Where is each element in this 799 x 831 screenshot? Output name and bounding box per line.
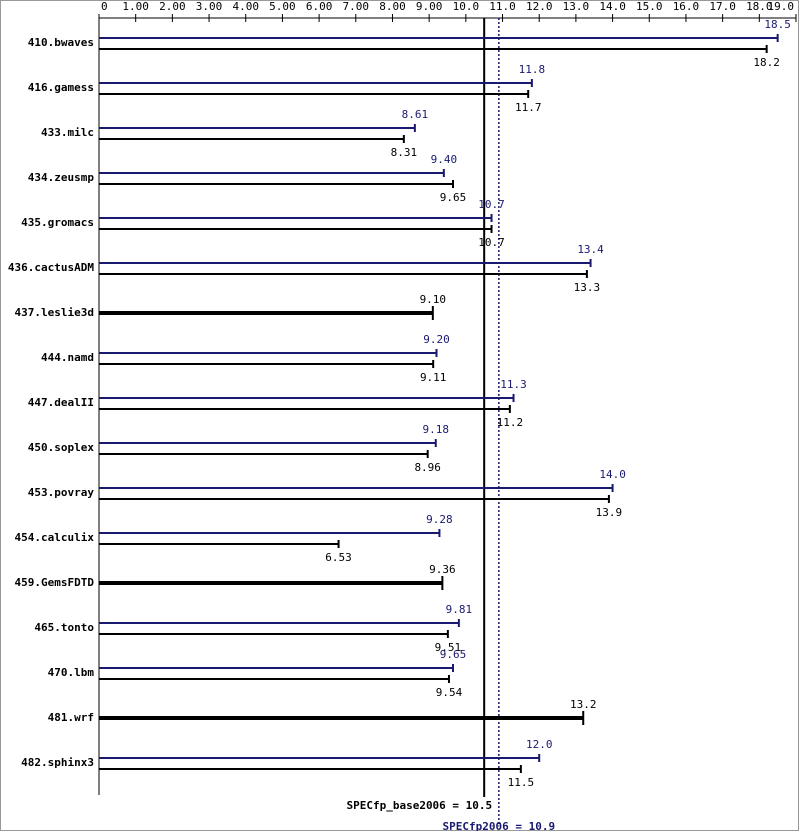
value-label: 9.54 [436,686,463,699]
value-label: 11.5 [508,776,535,789]
value-label: 9.20 [423,333,450,346]
value-label: 12.0 [526,738,553,751]
x-tick-label: 2.00 [159,0,186,13]
x-tick-label: 5.00 [269,0,296,13]
value-label: 10.7 [478,198,505,211]
x-tick-label: 16.0 [673,0,700,13]
x-tick-label: 19.0 [768,0,795,13]
value-label: 8.96 [414,461,441,474]
category-label: 450.soplex [28,441,95,454]
reference-label: SPECfp2006 = 10.9 [443,820,556,831]
value-label: 9.18 [423,423,450,436]
value-label: 9.11 [420,371,447,384]
value-label: 10.7 [478,236,505,249]
value-label: 9.51 [435,641,462,654]
x-tick-label: 14.0 [599,0,626,13]
category-label: 437.leslie3d [15,306,94,319]
value-label: 13.3 [574,281,601,294]
value-label: 8.61 [402,108,429,121]
value-label: 9.81 [446,603,473,616]
value-label: 9.28 [426,513,453,526]
x-tick-label: 15.0 [636,0,663,13]
x-tick-label: 7.00 [343,0,370,13]
x-tick-label: 18.0 [746,0,773,13]
value-label: 9.65 [440,648,467,661]
value-label: 18.2 [753,56,780,69]
value-label: 6.53 [325,551,352,564]
value-label: 18.5 [764,18,791,31]
value-label: 11.3 [500,378,527,391]
x-tick-label: 0 [101,0,108,13]
category-label: 410.bwaves [28,36,94,49]
value-label: 13.4 [577,243,604,256]
category-label: 453.povray [28,486,95,499]
category-label: 447.dealII [28,396,94,409]
category-label: 454.calculix [15,531,95,544]
category-label: 416.gamess [28,81,94,94]
x-tick-label: 4.00 [232,0,259,13]
x-tick-label: 1.00 [122,0,149,13]
value-label: 8.31 [391,146,418,159]
reference-label: SPECfp_base2006 = 10.5 [346,799,492,812]
value-label: 14.0 [599,468,626,481]
category-label: 482.sphinx3 [21,756,94,769]
value-label: 13.2 [570,698,597,711]
value-label: 9.10 [420,293,447,306]
category-label: 481.wrf [48,711,94,724]
x-tick-label: 10.0 [453,0,480,13]
value-label: 11.2 [497,416,524,429]
category-label: 470.lbm [48,666,95,679]
x-tick-label: 9.00 [416,0,443,13]
category-label: 434.zeusmp [28,171,95,184]
category-label: 465.tonto [34,621,94,634]
value-label: 11.7 [515,101,542,114]
category-label: 459.GemsFDTD [15,576,95,589]
x-tick-label: 17.0 [709,0,736,13]
value-label: 9.40 [431,153,458,166]
value-label: 11.8 [519,63,546,76]
x-tick-label: 13.0 [563,0,590,13]
category-label: 433.milc [41,126,94,139]
x-tick-label: 8.00 [379,0,406,13]
category-label: 436.cactusADM [8,261,94,274]
x-tick-label: 3.00 [196,0,223,13]
value-label: 9.65 [440,191,467,204]
category-label: 435.gromacs [21,216,94,229]
category-label: 444.namd [41,351,94,364]
value-label: 9.36 [429,563,456,576]
x-tick-label: 6.00 [306,0,333,13]
x-tick-label: 12.0 [526,0,553,13]
x-tick-label: 11.0 [489,0,516,13]
value-label: 13.9 [596,506,623,519]
